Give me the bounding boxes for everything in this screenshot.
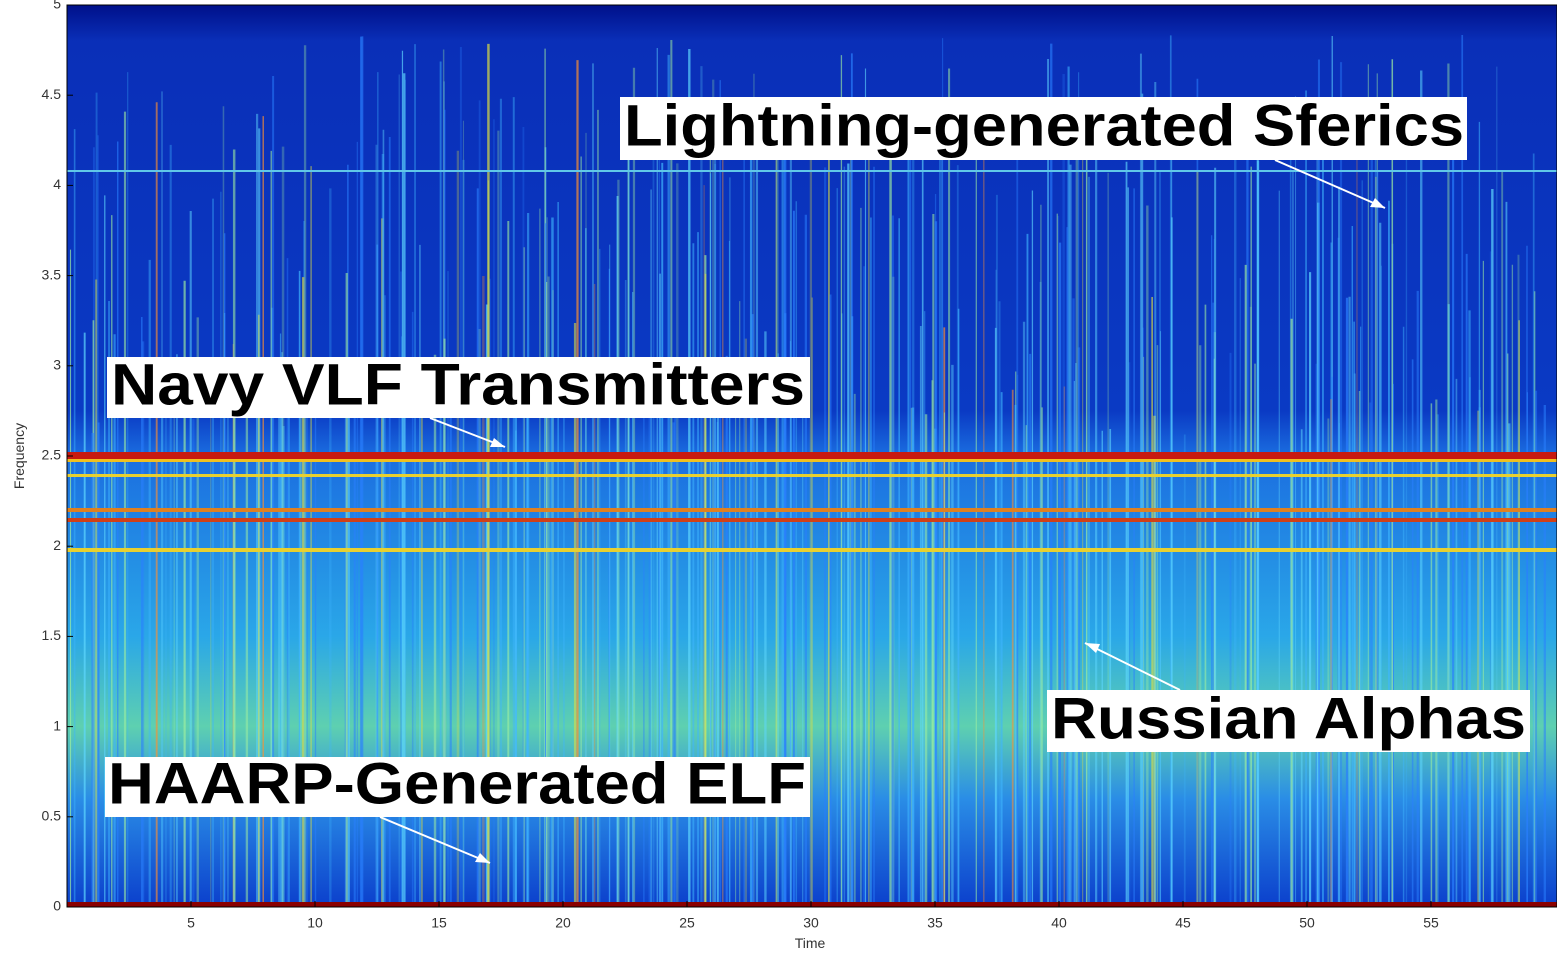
x-tick-label: 40 (1051, 915, 1067, 931)
x-tick-label: 15 (431, 915, 447, 931)
y-axis-label: Frequency (11, 423, 27, 489)
band (67, 452, 1557, 459)
y-tick-label: 5 (53, 0, 61, 12)
x-tick-label: 10 (307, 915, 323, 931)
x-tick-label: 55 (1423, 915, 1439, 931)
x-tick-label: 5 (187, 915, 195, 931)
y-tick-label: 4 (53, 176, 61, 192)
y-tick-label: 2 (53, 537, 61, 553)
x-tick-label: 35 (927, 915, 943, 931)
x-tick-label: 45 (1175, 915, 1191, 931)
annotation-text: HAARP-Generated ELF (108, 751, 806, 816)
y-tick-label: 0 (53, 898, 61, 914)
y-tick-label: 4.5 (42, 86, 62, 102)
band (67, 474, 1557, 477)
chart: 5 10 15 20 25 30 35 40 45 50 55 0 0.5 1 1.5 2 2.5 3 3.5 4 4.… (0, 0, 1557, 955)
band (67, 508, 1557, 512)
annotation-text: Russian Alphas (1051, 686, 1526, 751)
y-tick-label: 1.5 (42, 627, 62, 643)
annotation-text: Navy VLF Transmitters (111, 352, 805, 417)
band (67, 170, 1557, 172)
band (67, 518, 1557, 522)
x-tick-label: 50 (1299, 915, 1315, 931)
x-tick-label: 25 (679, 915, 695, 931)
band (67, 902, 1557, 907)
y-tick-label: 1 (53, 717, 61, 733)
y-tick-label: 2.5 (42, 447, 62, 463)
y-tick-label: 0.5 (42, 808, 62, 824)
band (67, 548, 1557, 552)
band (67, 459, 1557, 462)
x-tick-label: 30 (803, 915, 819, 931)
x-tick-label: 20 (555, 915, 571, 931)
y-tick-label: 3 (53, 357, 61, 373)
y-tick-label: 3.5 (42, 266, 62, 282)
annotation-text: Lightning-generated Sferics (624, 93, 1464, 158)
x-axis-label: Time (795, 935, 826, 951)
